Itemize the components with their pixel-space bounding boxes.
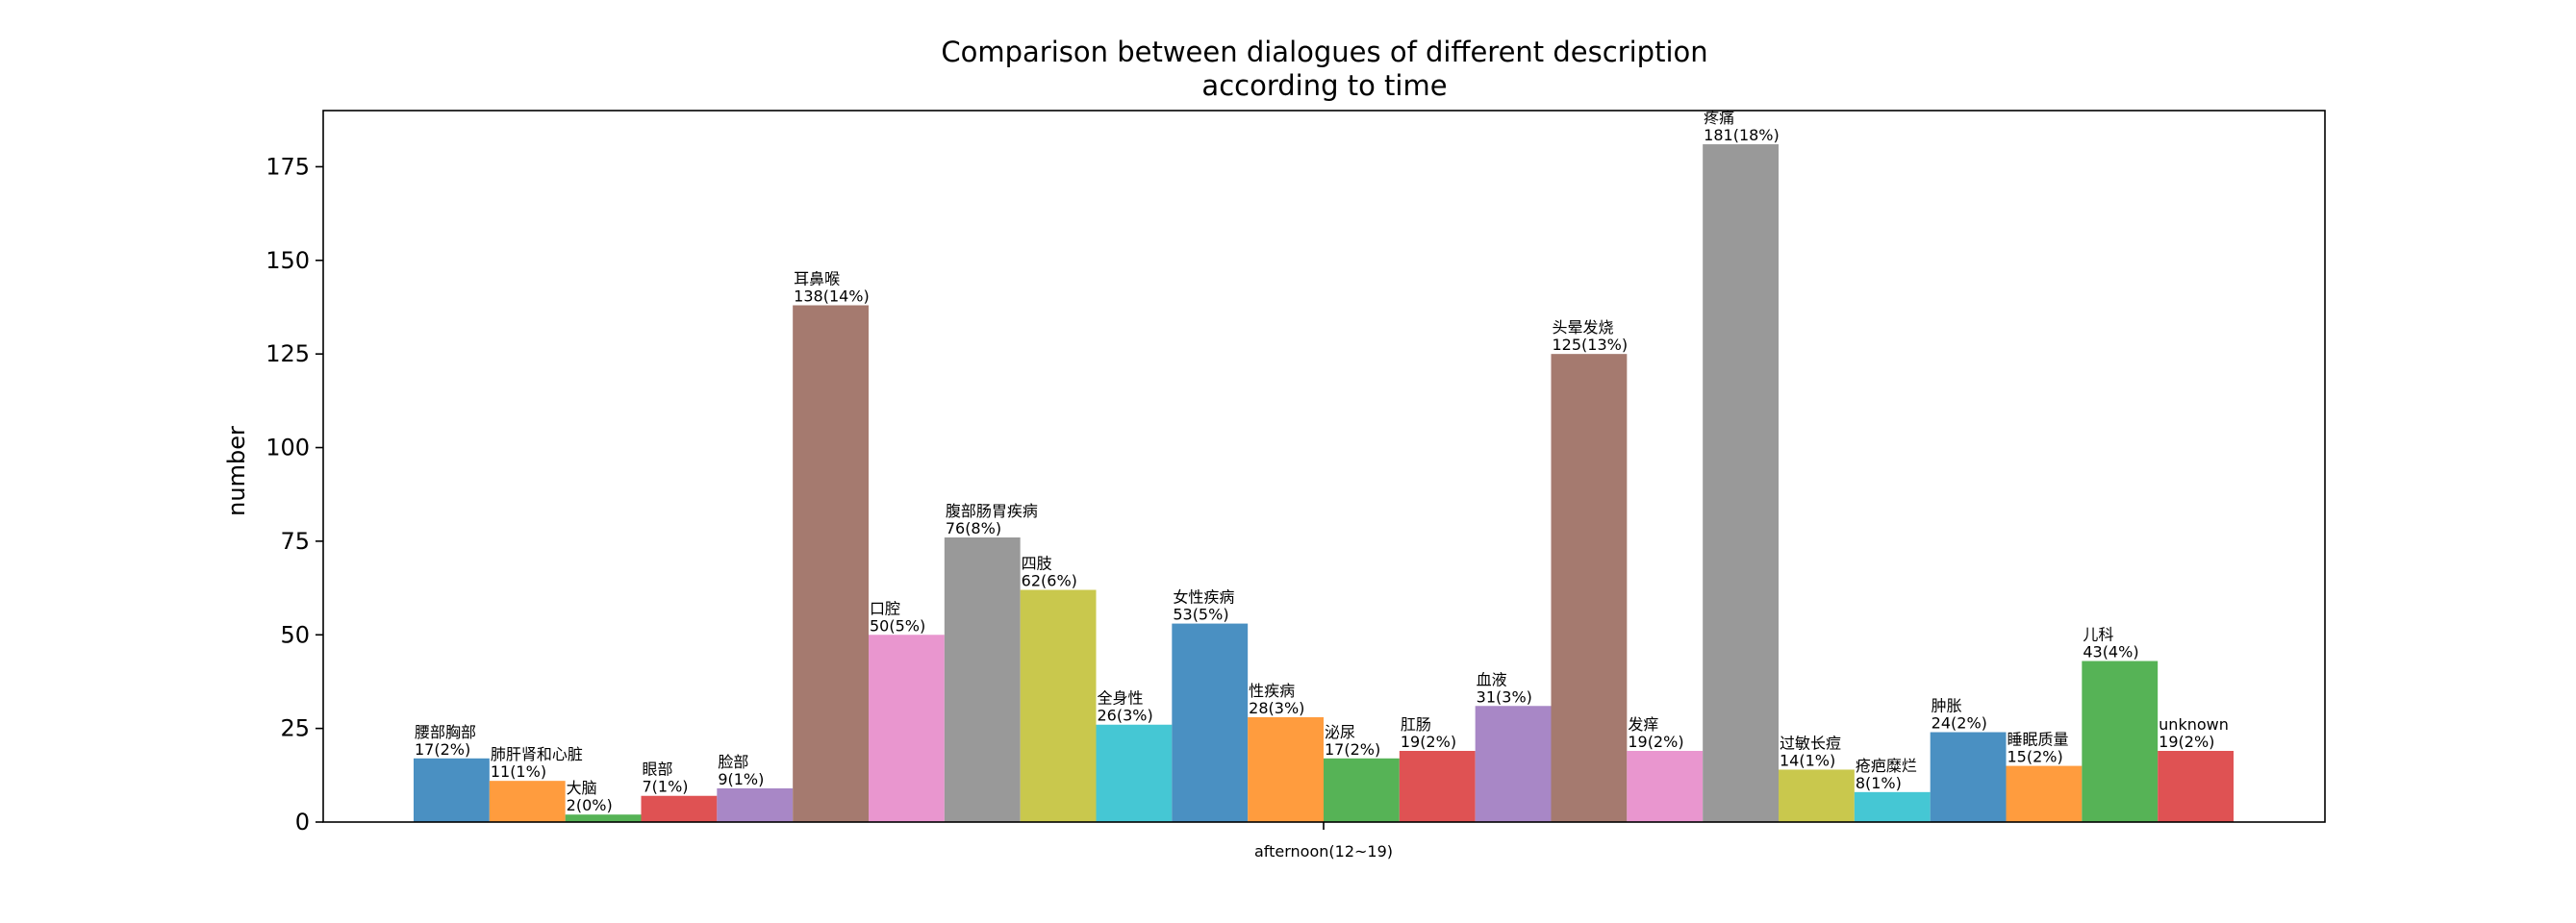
bar-20 <box>1854 791 1931 822</box>
bar-name-label-7: 口腔 <box>870 599 900 617</box>
bar-value-label-4: 7(1%) <box>643 778 689 796</box>
bar-8 <box>944 537 1021 822</box>
bar-value-label-2: 11(1%) <box>491 762 546 781</box>
bar-name-label-12: 性疾病 <box>1249 682 1295 700</box>
bar-value-label-20: 8(1%) <box>1856 774 1902 792</box>
bar-16 <box>1551 354 1628 822</box>
x-axis: afternoon(12~19) <box>1254 822 1393 861</box>
bar-value-label-21: 24(2%) <box>1932 714 1987 733</box>
bar-name-label-16: 头晕发烧 <box>1553 318 1614 337</box>
bar-value-label-7: 50(5%) <box>870 616 925 635</box>
bar-19 <box>1779 769 1855 822</box>
bar-name-label-11: 女性疾病 <box>1173 588 1234 607</box>
bar-name-label-13: 泌尿 <box>1325 723 1355 741</box>
bar-value-label-1: 17(2%) <box>415 740 470 759</box>
bar-1 <box>414 758 490 822</box>
bar-5 <box>717 787 794 822</box>
bar-name-label-1: 腰部胸部 <box>415 723 476 741</box>
x-tick-label-1: afternoon(12~19) <box>1254 842 1393 861</box>
bar-value-label-10: 26(3%) <box>1098 707 1153 725</box>
chart-title-line-2: according to time <box>1201 69 1447 102</box>
bar-name-label-9: 四肢 <box>1022 555 1052 573</box>
bar-6 <box>793 305 869 822</box>
bar-name-label-15: 血液 <box>1477 670 1507 688</box>
bar-value-label-15: 31(3%) <box>1477 687 1532 706</box>
bar-11 <box>1172 623 1249 822</box>
y-tick-label-25: 25 <box>280 715 310 742</box>
bar-name-label-3: 大脑 <box>567 779 597 797</box>
bar-name-label-19: 过敏长痘 <box>1780 734 1841 752</box>
bar-18 <box>1703 144 1779 823</box>
y-tick-label-50: 50 <box>280 621 310 648</box>
bar-name-label-2: 肺肝肾和心脏 <box>491 745 583 763</box>
y-tick-label-150: 150 <box>265 247 310 274</box>
y-axis-label: number <box>223 426 250 516</box>
bar-name-label-8: 腹部肠胃疾病 <box>946 502 1038 520</box>
bar-name-label-22: 睡眠质量 <box>2008 731 2069 749</box>
bar-value-label-8: 76(8%) <box>946 519 1001 537</box>
bars <box>414 144 2234 823</box>
bar-value-label-11: 53(5%) <box>1173 606 1228 624</box>
bar-9 <box>1020 589 1097 822</box>
bar-name-label-17: 发痒 <box>1628 715 1658 734</box>
bar-name-label-20: 疮疤糜烂 <box>1856 757 1917 775</box>
bar-13 <box>1324 758 1400 822</box>
bar-name-label-24: unknown <box>2159 715 2229 734</box>
bar-21 <box>1930 732 2007 822</box>
y-tick-label-75: 75 <box>280 528 310 555</box>
bar-value-label-23: 43(4%) <box>2083 643 2138 661</box>
bar-value-label-13: 17(2%) <box>1325 740 1380 759</box>
bar-name-label-14: 肛肠 <box>1401 715 1431 734</box>
bar-7 <box>869 635 945 822</box>
bar-24 <box>2158 751 2234 822</box>
bar-name-label-5: 脸部 <box>718 753 748 771</box>
bar-value-label-5: 9(1%) <box>718 770 764 788</box>
bar-15 <box>1475 706 1552 822</box>
bar-value-label-18: 181(18%) <box>1704 126 1780 144</box>
y-tick-label-100: 100 <box>265 435 310 462</box>
y-tick-label-125: 125 <box>265 340 310 367</box>
bar-value-label-6: 138(14%) <box>794 287 870 306</box>
y-tick-label-175: 175 <box>265 153 310 180</box>
bar-3 <box>565 814 642 822</box>
bar-name-label-21: 肿胀 <box>1932 697 1962 715</box>
bar-value-label-24: 19(2%) <box>2159 733 2214 751</box>
bar-value-label-9: 62(6%) <box>1022 572 1077 590</box>
bar-2 <box>489 781 566 822</box>
bar-23 <box>2082 661 2159 822</box>
bar-12 <box>1248 716 1324 822</box>
bar-name-label-18: 疼痛 <box>1704 109 1734 127</box>
bar-name-label-23: 儿科 <box>2083 626 2113 644</box>
bar-4 <box>641 795 718 822</box>
bar-14 <box>1399 751 1476 822</box>
y-tick-label-0: 0 <box>295 809 310 836</box>
bar-value-label-22: 15(2%) <box>2008 748 2063 766</box>
bar-name-label-4: 眼部 <box>643 761 673 779</box>
bar-10 <box>1096 724 1173 822</box>
plot-area-frame <box>322 110 2326 823</box>
bar-22 <box>2006 765 2083 822</box>
bar-value-label-16: 125(13%) <box>1553 336 1629 354</box>
bar-value-label-14: 19(2%) <box>1401 733 1456 751</box>
bar-value-label-3: 2(0%) <box>567 796 613 814</box>
bar-name-label-10: 全身性 <box>1098 689 1144 708</box>
bar-17 <box>1627 751 1704 822</box>
bar-value-label-17: 19(2%) <box>1628 733 1683 751</box>
y-axis: 0 25 50 75 100 125 150 175 <box>265 153 323 836</box>
bar-value-label-12: 28(3%) <box>1249 699 1304 717</box>
chart-title-line-1: Comparison between dialogues of differen… <box>941 36 1707 68</box>
bar-name-label-6: 耳鼻喉 <box>794 270 840 288</box>
bar-value-label-19: 14(1%) <box>1780 751 1835 769</box>
